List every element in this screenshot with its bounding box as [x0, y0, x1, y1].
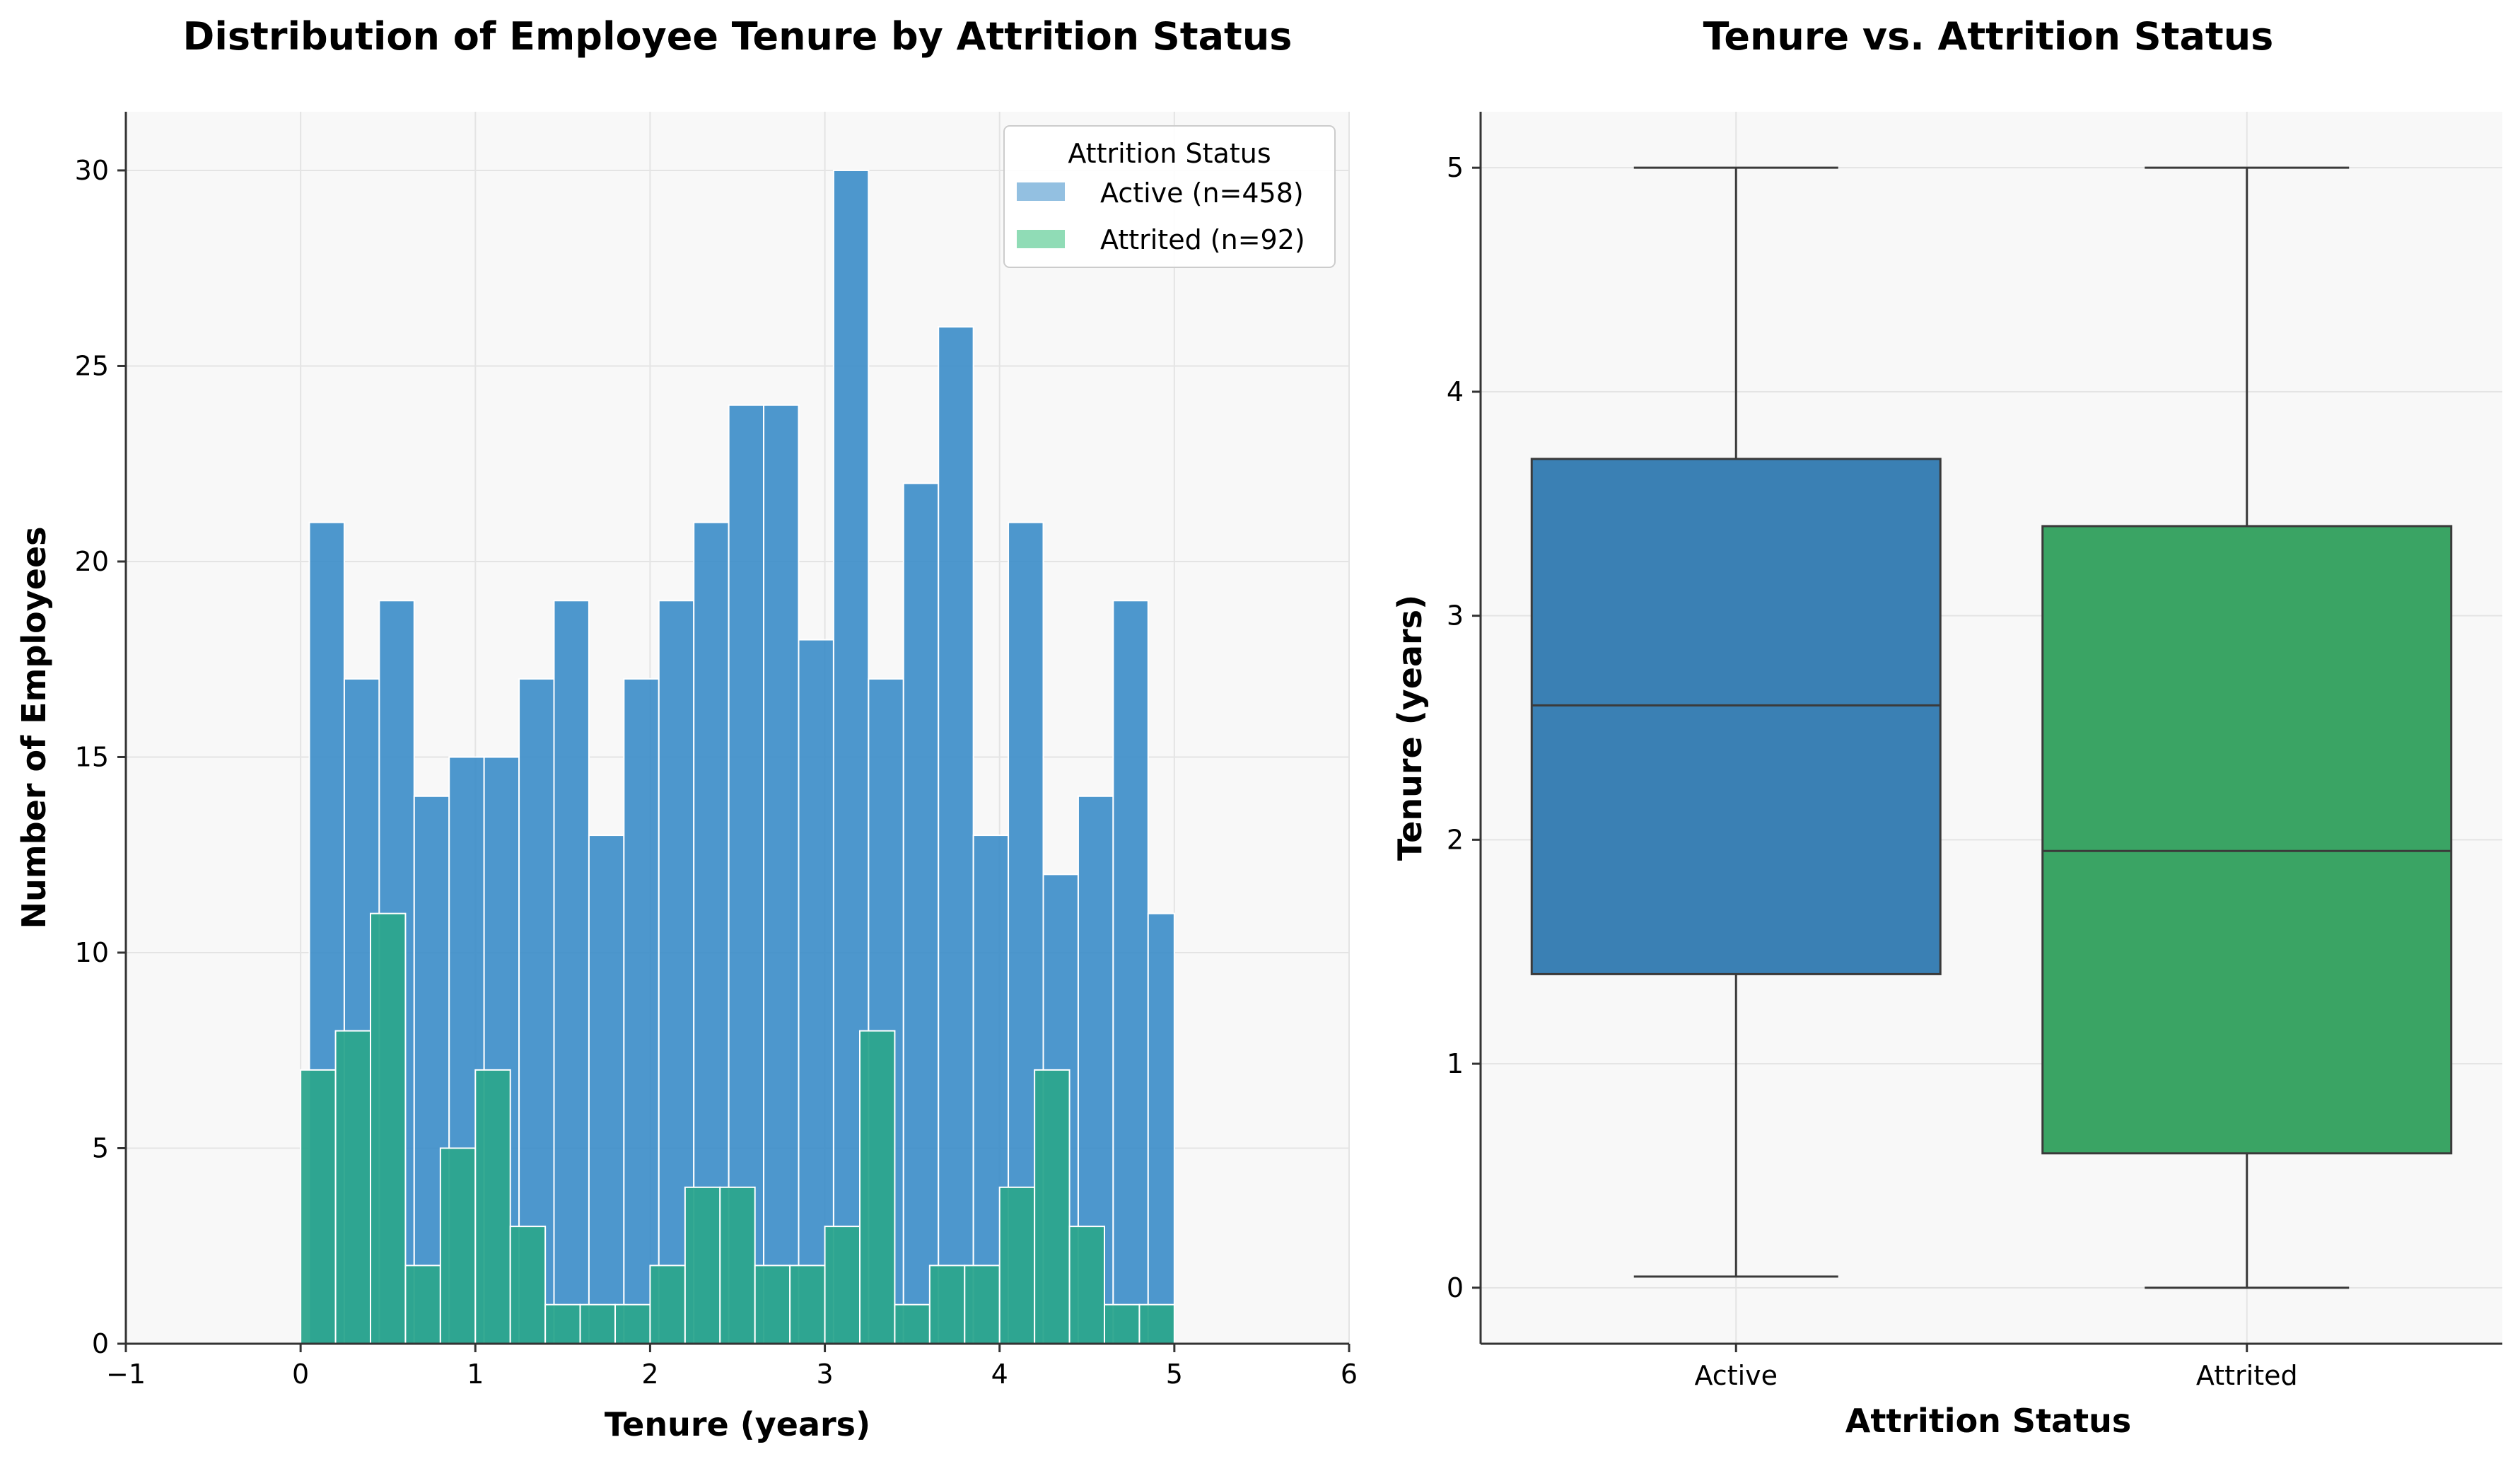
active-histogram-bar: [763, 404, 800, 1344]
legend-label-active: Active (n=458): [1100, 178, 1304, 209]
boxplot-boxes: [1530, 166, 2453, 1289]
attrited-histogram-bar: [404, 1265, 441, 1345]
attrited-histogram-bar: [964, 1265, 1001, 1345]
legend-label-attrited: Attrited (n=92): [1100, 224, 1305, 255]
attrited-histogram-bar: [1138, 1303, 1175, 1344]
interquartile-box: [1530, 458, 1942, 975]
boxplot-x-axis-label: Attrition Status: [1845, 1402, 2131, 1440]
active-histogram-bar: [902, 482, 940, 1344]
attrited-histogram-bar: [1068, 1226, 1105, 1344]
boxplot-x-tick-label: Attrited: [2196, 1360, 2298, 1391]
boxplot-y-axis-label: Tenure (years): [1391, 595, 1429, 861]
attrited-histogram-bar: [824, 1226, 861, 1344]
boxplot-attrited: [2041, 166, 2453, 1289]
attrited-histogram-bar: [579, 1303, 616, 1344]
attrited-histogram-bar: [894, 1303, 931, 1344]
histogram-y-tick-label: 15: [75, 741, 109, 772]
histogram-legend: Attrition Status Active (n=458) Attrited…: [1003, 125, 1336, 268]
active-histogram-bar: [588, 835, 625, 1344]
histogram-y-tick-label: 10: [75, 937, 109, 968]
histogram-x-tick-label: 1: [467, 1359, 484, 1390]
histogram-y-axis-label: Number of Employees: [15, 526, 53, 929]
histogram-x-tick-label: 4: [991, 1359, 1008, 1390]
attrited-histogram-bar: [998, 1186, 1036, 1345]
active-histogram-bar: [1147, 912, 1175, 1344]
attrited-histogram-bar: [859, 1030, 896, 1344]
attrited-histogram-bar: [1034, 1069, 1071, 1345]
boxplot-title: Tenure vs. Attrition Status: [1703, 14, 2274, 59]
active-histogram-bar: [938, 326, 974, 1345]
histogram-y-tick-label: 30: [75, 155, 109, 186]
boxplot-x-ticks: Active Attrited: [1694, 1344, 2298, 1391]
histogram-title: Distribution of Employee Tenure by Attri…: [183, 14, 1293, 59]
boxplot-y-tick-label: 0: [1447, 1272, 1464, 1303]
boxplot-y-tick-label: 3: [1447, 600, 1464, 632]
attrited-histogram-bar: [300, 1069, 337, 1345]
interquartile-box: [2041, 525, 2453, 1155]
boxplot-y-tick-label: 4: [1447, 376, 1464, 407]
legend-swatch-active: [1017, 182, 1065, 201]
histogram-x-tick-label: 3: [816, 1359, 833, 1390]
attrited-histogram-bar: [684, 1186, 721, 1345]
attrited-histogram-bar: [754, 1265, 791, 1345]
attrited-histogram-bar: [334, 1030, 372, 1344]
attrited-histogram-bar: [474, 1069, 511, 1345]
active-histogram-bar: [553, 600, 590, 1344]
histogram-x-tick-label: 0: [292, 1359, 309, 1390]
attrited-histogram-bar: [509, 1226, 547, 1344]
histogram-y-ticks: 0 5 10 15 20 25 30: [75, 155, 126, 1359]
histogram-x-tick-label: 6: [1341, 1359, 1358, 1390]
histogram-y-tick-label: 20: [75, 546, 109, 577]
boxplot-panel: Active Attrited 0 1 2 3 4 5 Tenure vs. Attriti…: [1391, 14, 2502, 1440]
boxplot-y-ticks: 0 1 2 3 4 5: [1447, 152, 1481, 1303]
histogram-x-tick-label: 5: [1166, 1359, 1183, 1390]
attrited-histogram-bar: [789, 1265, 826, 1345]
attrited-histogram-bar: [544, 1303, 581, 1344]
histogram-y-tick-label: 25: [75, 350, 109, 381]
active-histogram-bar: [1112, 600, 1149, 1344]
histogram-bars: [300, 169, 1175, 1345]
attrited-histogram-bar: [439, 1147, 477, 1344]
attrited-histogram-bar: [614, 1303, 651, 1344]
histogram-x-tick-label: 2: [641, 1359, 658, 1390]
boxplot-y-tick-label: 1: [1447, 1048, 1464, 1079]
boxplot-y-tick-label: 5: [1447, 152, 1464, 183]
legend-title: Attrition Status: [1068, 138, 1271, 169]
legend-frame: [1003, 125, 1336, 268]
attrited-histogram-bar: [719, 1186, 756, 1345]
histogram-x-ticks: −1 0 1 2 3 4 5 6: [106, 1344, 1358, 1390]
attrited-histogram-bar: [928, 1265, 966, 1345]
histogram-x-axis-label: Tenure (years): [605, 1405, 870, 1443]
boxplot-x-tick-label: Active: [1694, 1360, 1778, 1391]
histogram-x-tick-label: −1: [106, 1359, 146, 1390]
attrited-histogram-bar: [649, 1265, 686, 1345]
histogram-y-tick-label: 5: [92, 1132, 109, 1163]
boxplot-active: [1530, 166, 1942, 1278]
histogram-y-tick-label: 0: [92, 1328, 109, 1359]
legend-swatch-attrited: [1017, 230, 1065, 248]
boxplot-y-tick-label: 2: [1447, 824, 1464, 855]
attrited-histogram-bar: [1104, 1303, 1141, 1344]
attrited-histogram-bar: [370, 912, 407, 1344]
active-histogram-bar: [623, 678, 660, 1344]
